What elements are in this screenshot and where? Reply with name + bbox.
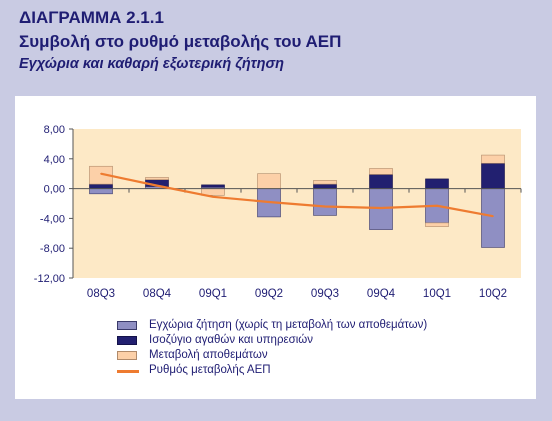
legend-label-net-exports: Ισοζύγιο αγαθών και υπηρεσιών [149,334,313,346]
y-tick-label: -4,00 [40,213,65,225]
gdp-growth-point [212,195,214,198]
y-tick-label: -8,00 [40,243,65,255]
chart-subtitle-italic: Εγχώρια και καθαρή εξωτερική ζήτηση [19,56,284,72]
legend-swatch-net-exports [117,336,137,345]
y-tick-label: -12,00 [34,273,65,285]
bar-net-exports [313,183,337,189]
bar-inventories [369,168,393,175]
bar-inventories [481,154,505,164]
gdp-growth-point [268,201,270,203]
gdp-growth-point [380,207,382,209]
bar-inventories [257,173,281,189]
legend-swatch-inventories [117,351,137,360]
legend-label-inventories: Μεταβολή αποθεμάτων [149,349,268,361]
x-tick-label: 10Q2 [479,288,507,300]
bar-net-exports [89,183,113,189]
gdp-growth-point [436,204,438,207]
gdp-growth-line [100,172,494,218]
x-tick-label: 08Q3 [87,288,115,300]
gdp-contribution-chart: 8,00 4,00 0,00 -4,00 -8,00 -12,00 08Q3 08Q4 09Q1… [34,124,522,300]
x-tick-label: 10Q1 [423,288,451,300]
x-tick-label: 09Q4 [367,288,396,300]
x-tick-label: 09Q2 [255,288,283,300]
bar-net-exports [425,178,449,189]
x-tick-label: 08Q4 [143,288,172,300]
chart-frame: 8,00 4,00 0,00 -4,00 -8,00 -12,00 08Q3 08Q4 09Q1… [15,96,536,399]
bar-net-exports [481,162,505,189]
bar-inventories [313,180,337,185]
gdp-growth-point [156,184,158,187]
y-tick-label: 0,00 [44,184,65,196]
gdp-growth-point [324,205,326,208]
gdp-growth-point [492,215,494,217]
legend-label-gdp-growth: Ρυθμός μεταβολής ΑΕΠ [149,364,271,376]
bar-domestic-demand [369,188,393,230]
bar-inventories [425,222,449,227]
gdp-growth-point [100,172,102,175]
y-tick-label: 8,00 [44,124,65,136]
x-tick-label: 09Q3 [311,288,339,300]
legend-swatch-domestic-demand [117,321,137,330]
x-tick-label: 09Q1 [199,288,227,300]
bar-net-exports [369,174,393,189]
bar-domestic-demand [481,188,505,248]
bar-domestic-demand [89,188,113,195]
bar-domestic-demand [313,188,337,216]
legend-label-domestic-demand: Εγχώρια ζήτηση (χωρίς τη μεταβολή των απ… [149,319,428,331]
y-tick-label: 4,00 [44,154,65,166]
bar-net-exports [201,184,225,188]
legend-line-gdp-growth [117,370,139,373]
chart-subtitle: Συμβολή στο ρυθμό μεταβολής του ΑΕΠ [19,32,342,51]
bar-inventories [145,177,169,180]
chart-title: ΔΙΑΓΡΑΜΜΑ 2.1.1 [19,8,164,27]
